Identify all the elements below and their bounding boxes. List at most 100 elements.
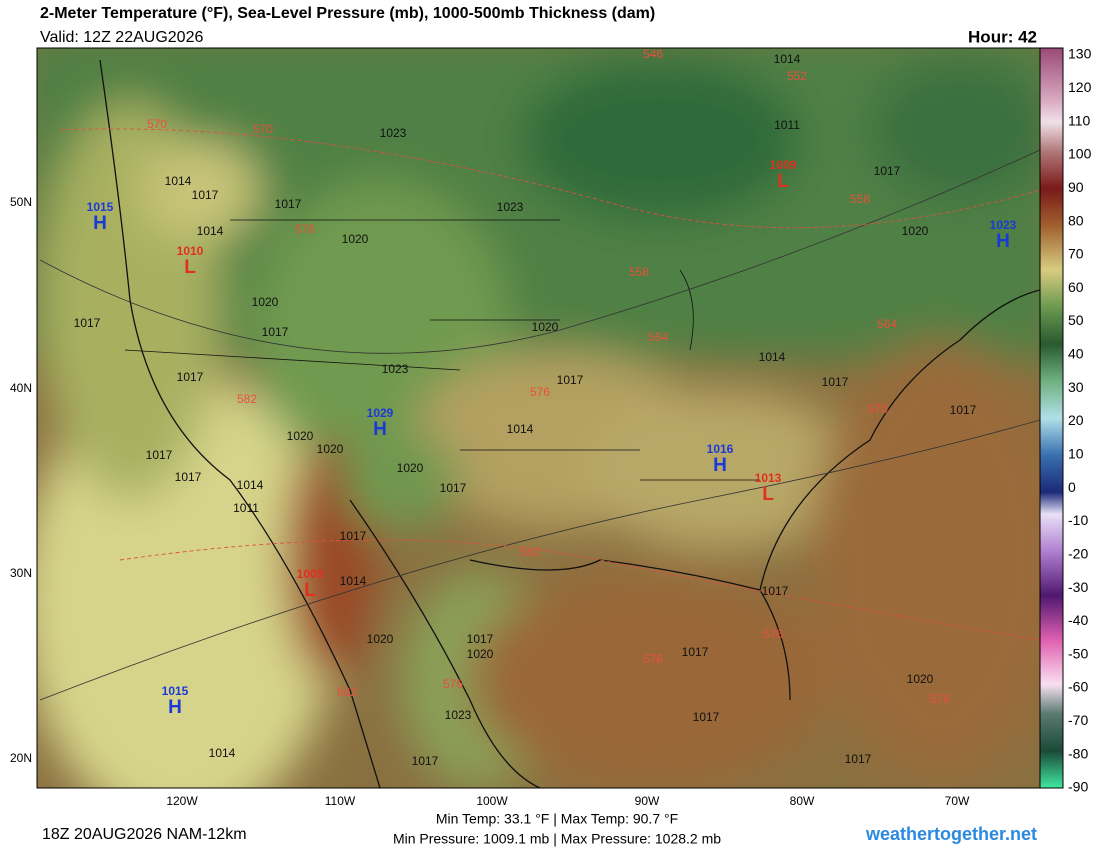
thickness-label: 570: [147, 117, 167, 131]
isobar-label: 1020: [367, 632, 394, 646]
lon-label: 120W: [166, 794, 198, 808]
lon-label: 70W: [945, 794, 970, 808]
thickness-label: 558: [629, 265, 649, 279]
isobar-label: 1020: [532, 320, 559, 334]
isobar-label: 1011: [233, 501, 259, 515]
isobar-label: 1020: [252, 295, 279, 309]
colorbar-label: -10: [1068, 512, 1088, 528]
isobar-label: 1017: [762, 584, 789, 598]
isobar-label: 1023: [445, 708, 472, 722]
pressure-value: 1015: [162, 684, 189, 698]
thickness-label: 576: [930, 692, 950, 706]
lat-label: 30N: [10, 566, 32, 580]
isobar-label: 1023: [380, 126, 407, 140]
isobar-label: 1017: [192, 188, 219, 202]
isobar-label: 1017: [340, 529, 367, 543]
isobar-label: 1023: [497, 200, 524, 214]
colorbar-label: -40: [1068, 612, 1088, 628]
lon-label: 100W: [476, 794, 508, 808]
thickness-label: 564: [648, 330, 668, 344]
temp-range: Min Temp: 33.1 °F | Max Temp: 90.7 °F: [436, 811, 678, 827]
colorbar-label: -70: [1068, 712, 1088, 728]
isobar-label: 1020: [467, 647, 494, 661]
isobar-label: 1023: [382, 362, 409, 376]
pressure-center: H: [996, 231, 1010, 252]
colorbar-label: 0: [1068, 479, 1076, 495]
lon-label: 80W: [790, 794, 815, 808]
thickness-label: 558: [850, 192, 870, 206]
isobar-label: 1014: [237, 478, 264, 492]
thickness-label: 576: [530, 385, 550, 399]
thickness-label: 552: [787, 69, 807, 83]
isobar-label: 1017: [440, 481, 467, 495]
isobar-label: 1017: [412, 754, 439, 768]
pressure-center: H: [168, 697, 182, 718]
pressure-value: 1009: [770, 158, 797, 172]
colorbar-label: 60: [1068, 279, 1084, 295]
colorbar-label: -30: [1068, 579, 1088, 595]
isobar-label: 1017: [146, 448, 173, 462]
colorbar-label: -90: [1068, 779, 1088, 795]
colorbar-label: 70: [1068, 246, 1084, 262]
thickness-label: 570: [253, 122, 273, 136]
thickness-label: 576: [763, 627, 783, 641]
isobar-label: 1017: [275, 197, 302, 211]
pressure-center: L: [777, 171, 789, 192]
pressure-value: 1013: [755, 471, 782, 485]
colorbar-label: 20: [1068, 412, 1084, 428]
thickness-label: 576: [295, 222, 315, 236]
colorbar-label: 110: [1068, 112, 1091, 128]
site-credit: weathertogether.net: [865, 824, 1037, 844]
isobar-label: 1020: [397, 461, 424, 475]
colorbar-label: 80: [1068, 212, 1084, 228]
thickness-label: 564: [877, 317, 897, 331]
map-field: [37, 48, 1040, 788]
isobar-label: 1011: [774, 118, 800, 132]
isobar-label: 1017: [950, 403, 977, 417]
isobar-label: 1020: [287, 429, 314, 443]
isobar-label: 1017: [262, 325, 289, 339]
pressure-value: 1010: [177, 244, 204, 258]
isobar-label: 1017: [693, 710, 720, 724]
lon-label: 90W: [635, 794, 660, 808]
thickness-label: 582: [237, 392, 257, 406]
colorbar-label: 100: [1068, 146, 1092, 162]
pressure-center: H: [373, 419, 387, 440]
pressure-center: H: [93, 213, 107, 234]
thickness-label: 576: [443, 677, 463, 691]
pressure-center: L: [304, 580, 316, 601]
colorbar-label: 30: [1068, 379, 1084, 395]
colorbar-label: 50: [1068, 312, 1084, 328]
lon-label: 110W: [325, 794, 356, 808]
isobar-label: 1020: [902, 224, 929, 238]
isobar-label: 1017: [845, 752, 872, 766]
isobar-label: 1014: [340, 574, 367, 588]
valid-time: Valid: 12Z 22AUG2026: [40, 29, 203, 46]
isobar-label: 1020: [907, 672, 934, 686]
title: 2-Meter Temperature (°F), Sea-Level Pres…: [40, 5, 655, 22]
pressure-range: Min Pressure: 1009.1 mb | Max Pressure: …: [393, 831, 721, 847]
isobar-label: 1017: [175, 470, 202, 484]
thickness-label: 570: [868, 402, 888, 416]
colorbar: [1039, 47, 1064, 789]
colorbar-label: 120: [1068, 79, 1092, 95]
thickness-label: 546: [643, 47, 663, 61]
isobar-label: 1017: [822, 375, 849, 389]
forecast-hour: Hour: 42: [968, 27, 1037, 46]
model-run: 18Z 20AUG2026 NAM-12km: [42, 826, 247, 843]
isobar-label: 1017: [74, 316, 101, 330]
lat-label: 50N: [10, 195, 32, 209]
colorbar-label: 90: [1068, 179, 1084, 195]
isobar-label: 1014: [507, 422, 534, 436]
isobar-label: 1020: [317, 442, 344, 456]
pressure-center: L: [762, 484, 774, 505]
colorbar-label: -60: [1068, 679, 1088, 695]
isobar-label: 1020: [342, 232, 369, 246]
pressure-value: 1016: [707, 442, 734, 456]
thickness-label: 576: [643, 652, 663, 666]
pressure-value: 1023: [990, 218, 1017, 232]
isobar-label: 1014: [774, 52, 801, 66]
pressure-center: L: [184, 257, 196, 278]
